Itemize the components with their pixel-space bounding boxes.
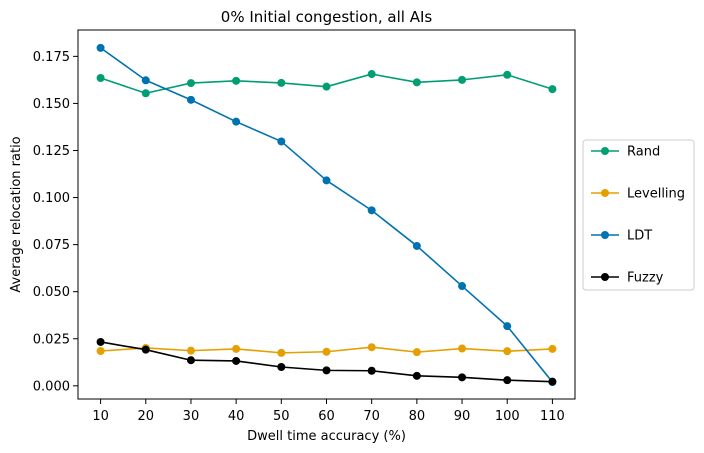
y-tick-label: 0.100: [33, 191, 70, 206]
data-point-levelling: [322, 347, 331, 356]
legend-marker-ldt: [601, 231, 609, 239]
x-tick-label: 90: [454, 409, 471, 424]
data-point-rand: [458, 75, 467, 84]
data-point-rand: [412, 78, 421, 87]
data-point-fuzzy: [458, 373, 467, 382]
data-point-levelling: [277, 348, 286, 357]
data-point-levelling: [232, 344, 241, 353]
x-tick-label: 100: [495, 409, 520, 424]
data-point-rand: [503, 70, 512, 79]
y-tick-label: 0.125: [33, 144, 70, 159]
x-tick-label: 60: [318, 409, 335, 424]
legend-item-levelling: Levelling: [591, 187, 685, 202]
x-tick-label: 40: [228, 409, 245, 424]
data-point-levelling: [367, 343, 376, 352]
y-tick-label: 0.025: [33, 332, 70, 347]
data-point-levelling: [186, 346, 195, 355]
series-levelling: [96, 343, 557, 357]
x-tick-label: 110: [540, 409, 565, 424]
x-axis-ticks: 10 20 30 40 50 60 70 80 90 100 110: [92, 399, 565, 424]
data-point-ldt: [141, 76, 150, 85]
y-tick-label: 0.000: [33, 379, 70, 394]
data-point-ldt: [322, 176, 331, 185]
data-point-fuzzy: [96, 337, 105, 346]
data-point-ldt: [503, 322, 512, 331]
legend-item-ldt: LDT: [591, 229, 652, 244]
data-point-ldt: [458, 282, 467, 291]
legend-marker-fuzzy: [601, 273, 609, 281]
data-point-rand: [322, 82, 331, 91]
data-point-levelling: [412, 348, 421, 357]
y-tick-label: 0.050: [33, 285, 70, 300]
data-point-fuzzy: [503, 376, 512, 385]
data-point-levelling: [503, 347, 512, 356]
y-axis-label: Average relocation ratio: [9, 136, 24, 292]
data-point-fuzzy: [412, 371, 421, 380]
data-point-fuzzy: [277, 362, 286, 371]
legend-label-ldt: LDT: [627, 229, 652, 244]
data-point-rand: [367, 70, 376, 79]
data-point-rand: [232, 76, 241, 85]
data-point-levelling: [458, 344, 467, 353]
data-point-ldt: [186, 95, 195, 104]
legend-marker-levelling: [601, 189, 609, 197]
legend: Rand Levelling LDT Fuzzy: [582, 139, 695, 291]
data-point-fuzzy: [322, 366, 331, 375]
data-point-rand: [186, 79, 195, 88]
data-point-rand: [277, 78, 286, 87]
data-point-rand: [548, 85, 557, 94]
series-layer: [96, 43, 557, 387]
legend-box: [582, 139, 695, 291]
data-point-fuzzy: [367, 366, 376, 375]
data-point-ldt: [96, 43, 105, 52]
data-point-ldt: [277, 137, 286, 146]
data-point-rand: [96, 74, 105, 83]
chart-title: 0% Initial congestion, all AIs: [221, 8, 433, 26]
x-axis-label: Dwell time accuracy (%): [247, 429, 406, 444]
data-point-ldt: [367, 206, 376, 215]
y-axis-ticks: 0.000 0.025 0.050 0.075 0.100 0.125 0.150 0.175: [33, 50, 78, 394]
legend-label-fuzzy: Fuzzy: [627, 271, 664, 286]
y-tick-label: 0.175: [33, 50, 70, 65]
x-tick-label: 30: [183, 409, 200, 424]
series-rand: [96, 70, 557, 98]
y-tick-label: 0.150: [33, 97, 70, 112]
y-tick-label: 0.075: [33, 238, 70, 253]
legend-label-rand: Rand: [627, 145, 660, 160]
data-point-ldt: [412, 241, 421, 250]
data-point-fuzzy: [186, 356, 195, 365]
series-fuzzy: [96, 337, 557, 386]
data-point-levelling: [548, 344, 557, 353]
legend-item-fuzzy: Fuzzy: [591, 271, 664, 286]
x-tick-label: 70: [363, 409, 380, 424]
x-tick-label: 50: [273, 409, 290, 424]
data-point-levelling: [96, 346, 105, 355]
data-point-ldt: [232, 117, 241, 126]
legend-marker-rand: [601, 147, 609, 155]
x-tick-label: 10: [92, 409, 109, 424]
data-point-fuzzy: [548, 377, 557, 386]
data-point-rand: [141, 89, 150, 98]
x-tick-label: 80: [409, 409, 426, 424]
legend-label-levelling: Levelling: [627, 187, 685, 202]
data-point-fuzzy: [141, 345, 150, 354]
legend-item-rand: Rand: [591, 145, 660, 160]
x-tick-label: 20: [137, 409, 154, 424]
data-point-fuzzy: [232, 356, 241, 365]
